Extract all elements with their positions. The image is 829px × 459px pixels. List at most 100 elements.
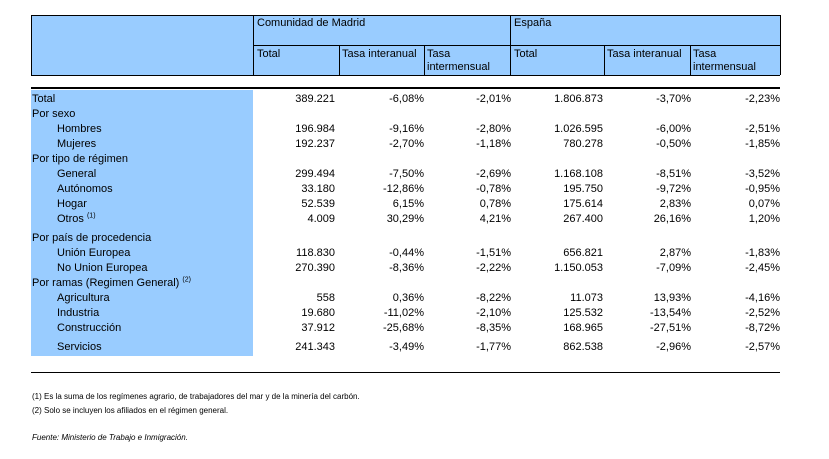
cell-value: 6,15%	[392, 198, 424, 210]
header-group-espana: España	[514, 17, 552, 29]
cell-value: 1,20%	[748, 213, 780, 225]
cell-value: -0,78%	[476, 183, 511, 195]
row-label: Servicios	[57, 340, 102, 355]
cell-value: -8,22%	[476, 292, 511, 304]
cell-value: 241.343	[295, 341, 335, 353]
footnote-1: (1) Es la suma de los regímenes agrario,…	[32, 392, 360, 401]
row-label: Hogar	[57, 197, 87, 212]
header-right-border	[780, 15, 781, 75]
body-bottom-rule	[31, 372, 780, 373]
row-label: Total	[32, 92, 55, 107]
cell-value: -2,52%	[745, 307, 780, 319]
row-label-text: Unión Europea	[57, 247, 131, 259]
cell-value: -1,85%	[745, 138, 780, 150]
cell-value: -8,72%	[745, 322, 780, 334]
row-label: Construcción	[57, 321, 121, 336]
row-label-text: No Union Europea	[57, 262, 148, 274]
header-label-cell	[31, 15, 253, 75]
header-left-border	[31, 15, 32, 75]
row-label: Por país de procedencia	[32, 231, 151, 246]
header-mid-rule	[254, 45, 780, 46]
cell-value: 118.830	[296, 247, 335, 259]
cell-value: 2,83%	[659, 198, 691, 210]
cell-value: -2,80%	[476, 123, 511, 135]
header-madrid-interanual: Tasa interanual	[342, 48, 417, 60]
cell-value: -2,45%	[745, 262, 780, 274]
header-madrid-total: Total	[257, 48, 281, 60]
header-madrid-intermensual: Tasa intermensual	[427, 48, 490, 73]
cell-value: -1,18%	[476, 138, 511, 150]
table-row: No Union Europea 270.390 -8,36% -2,22% 1.150…	[0, 261, 829, 276]
section-row: Por sexo	[0, 107, 829, 122]
table-row: Autónomos 33.180 -12,86% -0,78% 195.750 -9,72…	[0, 182, 829, 197]
cell-value: 52.539	[301, 198, 335, 210]
row-label-text: Por país de procedencia	[32, 232, 152, 244]
cell-value: 1.806.873	[554, 93, 603, 105]
header-divider-e2	[604, 45, 605, 75]
cell-value: -2,23%	[745, 93, 780, 105]
row-label-text: General	[57, 168, 97, 180]
row-label: Por ramas (Regimen General) (2)	[32, 276, 191, 291]
cell-value: 656.821	[563, 247, 603, 259]
cell-value: -2,51%	[745, 123, 780, 135]
cell-value: -8,51%	[656, 168, 691, 180]
cell-value: -9,72%	[656, 183, 691, 195]
cell-value: 4,21%	[479, 213, 511, 225]
cell-value: 0,07%	[748, 198, 780, 210]
cell-value: 862.538	[563, 341, 603, 353]
cell-value: -12,86%	[383, 183, 424, 195]
row-label: Por tipo de régimen	[32, 152, 128, 167]
cell-value: -2,22%	[476, 262, 511, 274]
table-row: Industria 19.680 -11,02% -2,10% 125.532 -13,5…	[0, 306, 829, 321]
cell-value: -3,70%	[656, 93, 691, 105]
row-label: Otros (1)	[57, 212, 96, 227]
row-label-text: Otros	[57, 213, 84, 225]
row-label-text: Autónomos	[57, 183, 113, 195]
cell-value: 1.168.108	[554, 168, 603, 180]
header-divider-espana	[510, 15, 511, 75]
cell-value: 33.180	[301, 183, 335, 195]
cell-value: -2,70%	[389, 138, 424, 150]
footnote-marker: (1)	[86, 212, 96, 220]
cell-value: -4,16%	[745, 292, 780, 304]
table-row: Unión Europea 118.830 -0,44% -1,51% 656.821 2…	[0, 246, 829, 261]
cell-value: 267.400	[563, 213, 603, 225]
cell-value: -1,51%	[476, 247, 511, 259]
cell-value: -2,69%	[476, 168, 511, 180]
row-label: Unión Europea	[57, 246, 130, 261]
cell-value: 0,78%	[479, 198, 511, 210]
header-divider-m2	[339, 45, 340, 75]
row-label: Autónomos	[57, 182, 113, 197]
cell-value: -1,77%	[476, 341, 511, 353]
cell-value: -3,52%	[745, 168, 780, 180]
table-row: Mujeres 192.237 -2,70% -1,18% 780.278 -0,50% -…	[0, 137, 829, 152]
header-espana-interanual: Tasa interanual	[607, 48, 682, 60]
row-label: Agricultura	[57, 291, 110, 306]
table-row: Total 389.221 -6,08% -2,01% 1.806.873 -3,70% -…	[0, 92, 829, 107]
cell-value: 1.026.595	[554, 123, 603, 135]
cell-value: 4.009	[307, 213, 335, 225]
row-label-text: Servicios	[57, 341, 102, 353]
table-row: Hogar 52.539 6,15% 0,78% 175.614 2,83% 0,07%	[0, 197, 829, 212]
cell-value: 192.237	[295, 138, 335, 150]
cell-value: -6,08%	[389, 93, 424, 105]
cell-value: 299.494	[295, 168, 335, 180]
body-top-rule	[31, 87, 780, 89]
section-row: Por tipo de régimen	[0, 152, 829, 167]
header-group-madrid: Comunidad de Madrid	[257, 17, 366, 29]
cell-value: 196.984	[295, 123, 335, 135]
cell-value: -2,57%	[745, 341, 780, 353]
cell-value: -27,51%	[650, 322, 691, 334]
header-espana-intermensual: Tasa intermensual	[693, 48, 756, 73]
source-note: Fuente: Ministerio de Trabajo e Inmigrac…	[32, 433, 188, 442]
footnote-marker: (2)	[182, 276, 191, 284]
table-row: Hombres 196.984 -9,16% -2,80% 1.026.595 -6,00…	[0, 122, 829, 137]
row-label: Hombres	[57, 122, 102, 137]
cell-value: 195.750	[563, 183, 603, 195]
cell-value: 11.073	[570, 292, 603, 304]
cell-value: -7,09%	[656, 262, 691, 274]
row-label: No Union Europea	[57, 261, 148, 276]
cell-value: 558	[316, 292, 335, 304]
cell-value: 168.965	[563, 322, 603, 334]
cell-value: -11,02%	[383, 307, 424, 319]
